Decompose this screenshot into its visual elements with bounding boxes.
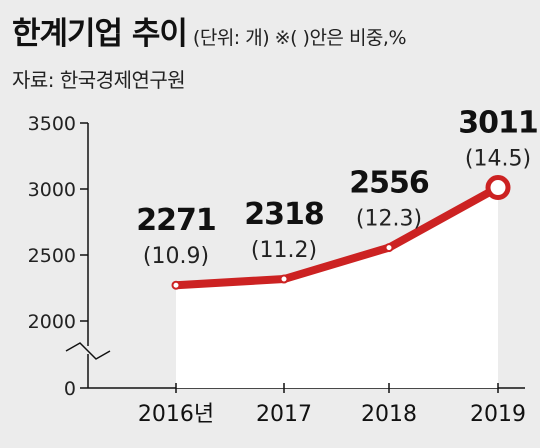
data-label-value: 2556: [349, 166, 429, 201]
x-tick-label: 2017: [256, 402, 312, 427]
chart-title: 한계기업 추이: [12, 16, 188, 52]
y-tick-label: 0: [64, 378, 76, 400]
data-point: [171, 280, 181, 290]
header: 한계기업 추이 (단위: 개) ※( )안은 비중,%: [12, 8, 407, 53]
x-tick-label: 2016년: [138, 402, 214, 427]
x-tick-label: 2018: [361, 402, 417, 427]
data-point-highlight: [485, 175, 511, 201]
x-tick-label: 2019: [470, 402, 526, 427]
series-line: [172, 183, 502, 290]
data-point: [384, 243, 394, 253]
data-label-value: 3011: [458, 106, 538, 141]
data-label-share: (11.2): [251, 238, 317, 263]
axis-break-mark: [65, 342, 111, 360]
data-label-value: 2271: [136, 203, 216, 238]
area-fill: [176, 187, 498, 388]
data-label-share: (14.5): [465, 147, 531, 172]
y-tick-label: 3000: [28, 179, 76, 201]
chart-subtitle: (단위: 개) ※( )안은 비중,%: [192, 27, 407, 49]
y-tick-label: 3500: [28, 113, 76, 135]
data-point: [279, 274, 289, 284]
y-tick-label: 2000: [28, 311, 76, 333]
data-label-value: 2318: [244, 197, 324, 232]
data-label-share: (10.9): [143, 244, 209, 269]
y-tick-label: 2500: [28, 245, 76, 267]
chart-source: 자료: 한국경제연구원: [12, 68, 186, 92]
data-label-share: (12.3): [356, 207, 422, 232]
